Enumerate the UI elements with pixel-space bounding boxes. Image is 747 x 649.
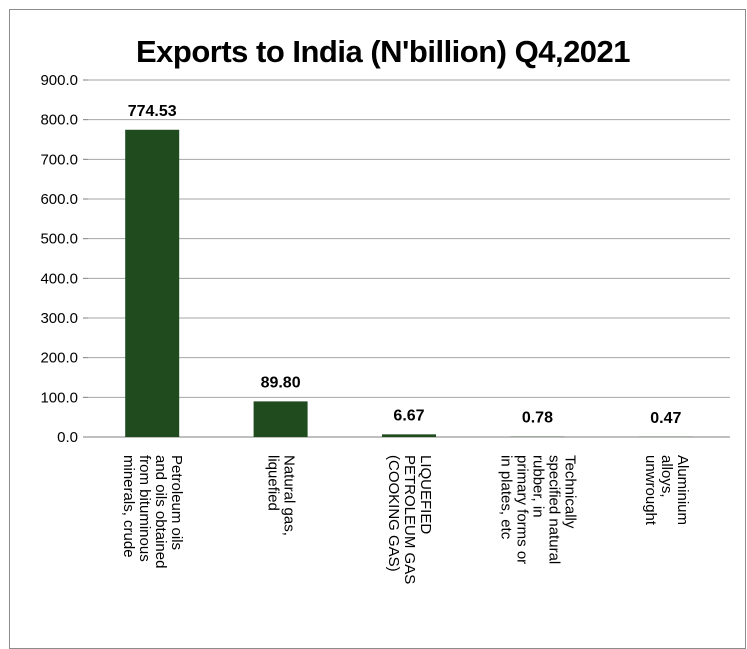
chart-title: Exports to India (N'billion) Q4,2021 <box>136 34 630 69</box>
data-label: 6.67 <box>393 407 424 424</box>
category-label-line: specified natural <box>545 455 562 564</box>
category-label-line: alloys, <box>658 455 675 498</box>
bar <box>382 434 436 437</box>
y-tick-label: 600.0 <box>40 191 78 208</box>
y-axis: 0.0 100.0 200.0 300.0 400.0 500.0 600.0 700.0 80… <box>40 72 88 446</box>
category-label-line: Aluminium <box>674 455 691 525</box>
data-label: 0.47 <box>650 410 681 427</box>
category-label-line: Petroleum oils <box>168 455 185 550</box>
data-label: 89.80 <box>261 374 301 391</box>
category-label-line: Natural gas, <box>281 455 298 536</box>
y-tick-label: 900.0 <box>40 72 78 89</box>
bar-chart: Exports to India (N'billion) Q4,2021 0.0… <box>0 0 747 632</box>
y-tick-label: 700.0 <box>40 151 78 168</box>
category-label-line: rubber, in <box>529 455 546 518</box>
category-label-line: Technically <box>561 455 578 529</box>
y-tick-label: 100.0 <box>40 389 78 406</box>
y-tick-label: 0.0 <box>57 429 78 446</box>
category-label-line: and oils obtained <box>152 455 169 568</box>
category-label-line: liquefied <box>265 455 282 511</box>
category-label: Natural gas,liquefied <box>265 455 298 536</box>
category-label-line: (COOKING GAS) <box>385 455 402 572</box>
data-labels: 774.53 89.80 6.67 0.78 0.47 <box>128 103 682 427</box>
category-label-line: minerals, crude <box>120 455 137 558</box>
gridlines <box>88 80 730 437</box>
bar <box>125 130 179 437</box>
y-tick-label: 800.0 <box>40 112 78 129</box>
data-label: 774.53 <box>128 103 177 120</box>
category-label-line: LIQUEFIED <box>417 455 434 534</box>
bars <box>125 130 693 437</box>
y-tick-label: 500.0 <box>40 231 78 248</box>
category-label-line: PETROLEUM GAS <box>401 455 418 584</box>
category-label-line: primary forms or <box>513 455 530 564</box>
bar <box>254 401 308 437</box>
category-label-line: unwrought <box>642 455 659 526</box>
y-tick-label: 300.0 <box>40 310 78 327</box>
y-tick-label: 200.0 <box>40 350 78 367</box>
data-label: 0.78 <box>522 410 553 427</box>
category-label-line: in plates, etc <box>497 455 514 540</box>
category-label-line: from bituminous <box>136 455 153 562</box>
y-tick-label: 400.0 <box>40 270 78 287</box>
